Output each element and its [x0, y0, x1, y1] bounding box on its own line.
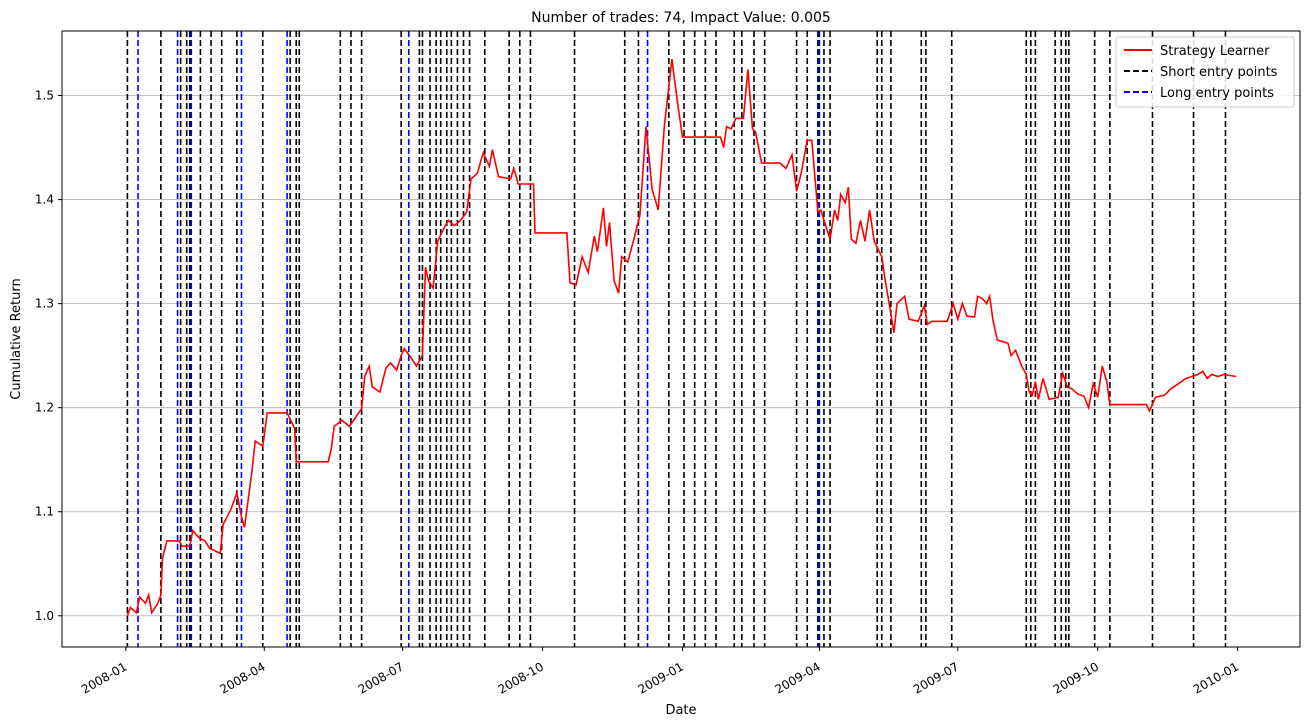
y-tick-label: 1.5	[35, 89, 54, 103]
long-entry-lines	[137, 31, 821, 647]
y-axis: 1.0 1.1 1.2 1.3 1.4 1.5	[35, 89, 62, 623]
y-tick-label: 1.2	[35, 401, 54, 415]
x-axis-label: Date	[665, 703, 696, 718]
plot-area	[126, 31, 1237, 647]
strategy-learner-line	[126, 58, 1237, 617]
legend: Strategy Learner Short entry points Long…	[1115, 36, 1295, 108]
y-tick-label: 1.1	[35, 505, 54, 519]
legend-box	[1115, 36, 1295, 108]
x-tick-label: 2009-10	[1051, 659, 1101, 696]
x-tick-label: 2009-07	[911, 659, 961, 696]
x-tick-label: 2009-04	[772, 659, 822, 696]
y-tick-label: 1.0	[35, 609, 54, 623]
x-axis: 2008-01 2008-04 2008-07 2008-10 2009-01 2009-…	[79, 647, 1241, 697]
plot-frame	[61, 30, 1301, 648]
x-tick-label: 2010-01	[1191, 659, 1241, 696]
x-tick-label: 2008-04	[217, 659, 267, 696]
x-tick-label: 2009-01	[636, 659, 686, 696]
y-tick-label: 1.4	[35, 193, 54, 207]
legend-label-short: Short entry points	[1160, 65, 1278, 80]
chart-title: Number of trades: 74, Impact Value: 0.00…	[531, 10, 831, 26]
y-axis-label: Cumulative Return	[9, 278, 24, 399]
short-entry-lines	[126, 31, 1227, 647]
legend-label-long: Long entry points	[1160, 86, 1274, 101]
x-tick-label: 2008-07	[356, 659, 406, 696]
y-tick-label: 1.3	[35, 297, 54, 311]
x-tick-label: 2008-10	[496, 659, 546, 696]
y-gridlines	[62, 95, 1300, 617]
x-tick-label: 2008-01	[79, 659, 129, 696]
legend-label-strategy: Strategy Learner	[1160, 44, 1270, 59]
